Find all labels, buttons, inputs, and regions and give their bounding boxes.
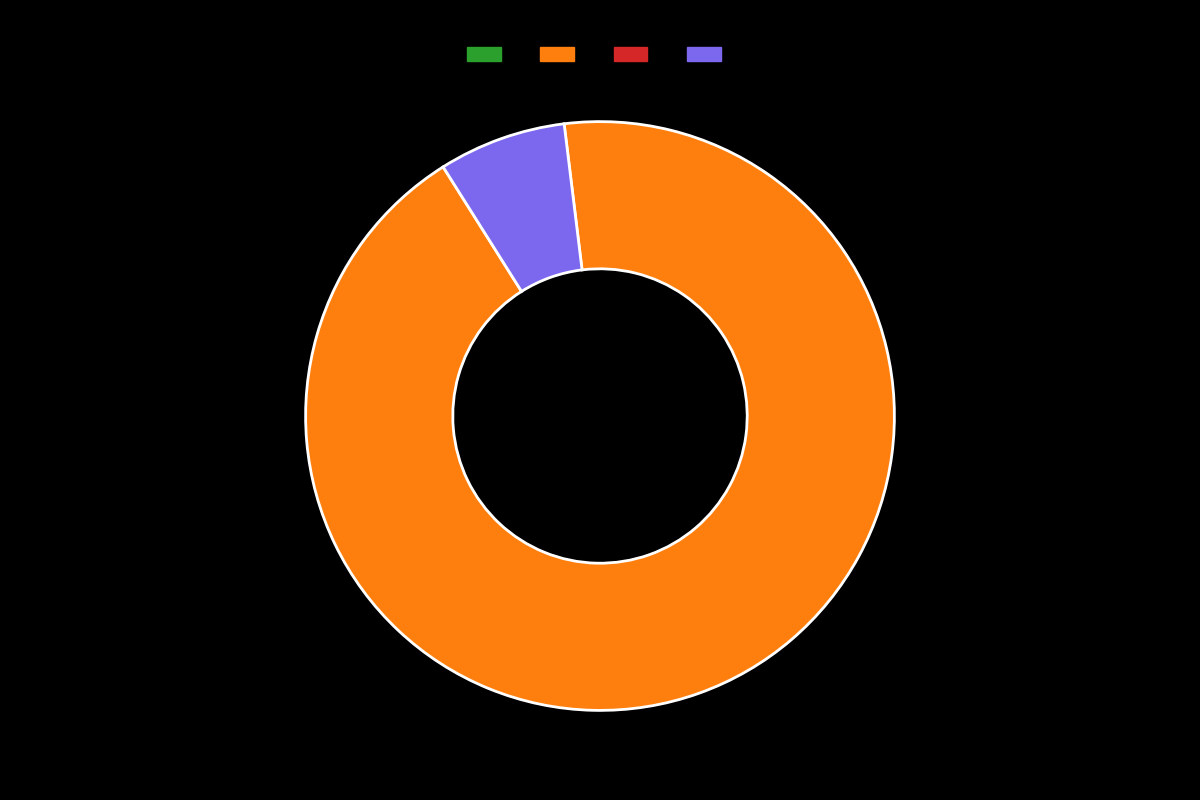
Wedge shape bbox=[306, 122, 894, 710]
Legend: , , , : , , , bbox=[461, 41, 739, 68]
Wedge shape bbox=[443, 124, 582, 291]
